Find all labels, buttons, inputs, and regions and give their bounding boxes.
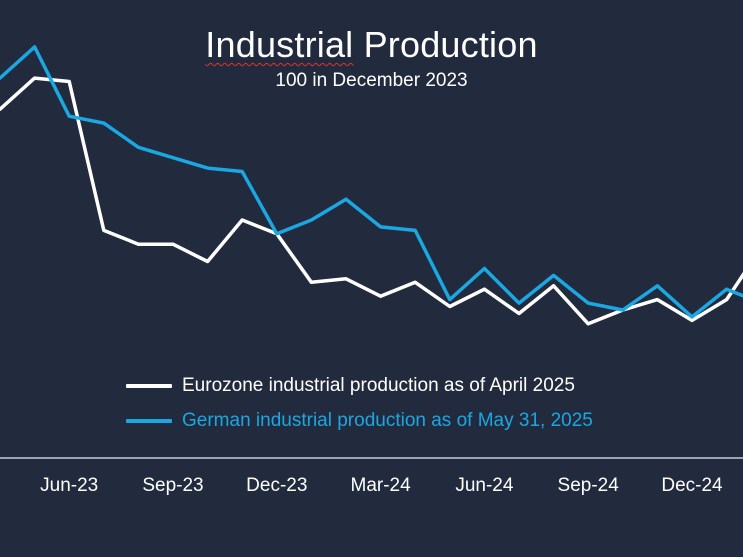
x-tick-label: Sep-24 bbox=[558, 475, 620, 496]
legend-item-germany: German industrial production as of May 3… bbox=[126, 403, 593, 438]
series-line-eurozone bbox=[0, 76, 743, 326]
legend-swatch-germany bbox=[126, 418, 172, 423]
x-tick-label: Jun-23 bbox=[40, 475, 98, 496]
series-line-germany bbox=[0, 45, 743, 319]
legend-swatch-eurozone bbox=[126, 383, 172, 388]
chart-subtitle: 100 in December 2023 bbox=[275, 70, 468, 91]
legend-item-eurozone: Eurozone industrial production as of Apr… bbox=[126, 368, 593, 403]
chart-title-rest: Production bbox=[353, 24, 538, 65]
legend-label-germany: German industrial production as of May 3… bbox=[182, 409, 593, 431]
legend-label-eurozone: Eurozone industrial production as of Apr… bbox=[182, 374, 575, 396]
x-tick-label: Dec-23 bbox=[246, 475, 307, 496]
x-tick-label: Jun-24 bbox=[455, 475, 514, 496]
x-tick-labels: Jun-23 Sep-23 Dec-23 Mar-24 Jun-24 Sep-24 Dec-… bbox=[40, 475, 723, 496]
x-tick-label: Dec-24 bbox=[661, 475, 723, 496]
chart-title-main: Industrial bbox=[205, 24, 354, 65]
series-layer bbox=[0, 45, 743, 326]
x-tick-label: Sep-23 bbox=[142, 475, 203, 496]
x-tick-label: Mar-24 bbox=[351, 475, 412, 496]
legend: Eurozone industrial production as of Apr… bbox=[126, 368, 593, 438]
chart-title: Industrial Production bbox=[0, 24, 743, 66]
